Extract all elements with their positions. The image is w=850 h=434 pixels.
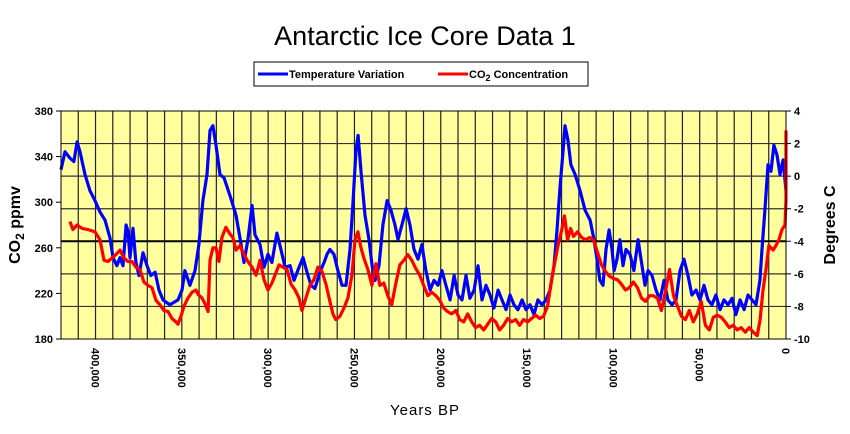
legend-label-co2-suffix: Concentration [491, 69, 569, 81]
y-right-tick-label: -2 [794, 204, 804, 216]
x-tick-label: 400,000 [89, 348, 101, 388]
y-left-axis-title: CO2 ppmv [7, 186, 27, 264]
y-right-tick-label: -4 [794, 236, 805, 248]
grid [61, 111, 786, 339]
x-tick-label: 350,000 [175, 348, 187, 388]
x-axis-title: Years BP [390, 402, 460, 419]
x-tick-label: 300,000 [261, 348, 273, 388]
legend-label-temperature: Temperature Variation [289, 69, 405, 81]
y-left-tick-label: 180 [35, 334, 53, 346]
chart-title: Antarctic Ice Core Data 1 [274, 21, 576, 51]
y-right-axis-title: Degrees C [822, 185, 839, 265]
x-tick-label: 150,000 [520, 348, 532, 388]
x-tick-label: 50,000 [693, 348, 705, 382]
y-left-tick-label: 300 [35, 197, 53, 209]
y-right-tick-label: -10 [794, 334, 810, 346]
y-right-tick-label: 2 [794, 139, 800, 151]
legend-label-co2-sub: 2 [486, 73, 491, 83]
x-tick-label: 0 [779, 348, 791, 354]
series-line-co2 [68, 130, 788, 338]
y-right-tick-label: 4 [794, 106, 801, 118]
right-axis: 4 2 0 -2 -4 -6 -8 -10 [786, 106, 810, 346]
series-group [59, 124, 788, 338]
x-axis: 400,000 350,000 300,000 250,000 200,000 150,0… [89, 348, 791, 388]
y-left-tick-label: 220 [35, 288, 53, 300]
y-left-title-suffix: ppmv [7, 186, 24, 233]
plot-border [60, 110, 787, 340]
legend-box [253, 61, 589, 87]
y-right-tick-label: -6 [794, 269, 804, 281]
x-tick-label: 200,000 [434, 348, 446, 388]
left-axis: 380 340 300 260 220 180 [35, 106, 61, 346]
x-tick-label: 250,000 [347, 348, 359, 388]
y-left-tick-label: 340 [35, 152, 53, 164]
y-right-tick-label: -8 [794, 301, 804, 313]
x-tick-label: 100,000 [606, 348, 618, 388]
y-right-tick-label: 0 [794, 171, 800, 183]
y-left-tick-label: 260 [35, 243, 53, 255]
y-left-tick-label: 380 [35, 106, 53, 118]
series-line-temperature [59, 124, 788, 317]
legend: Temperature Variation CO2 Concentration [253, 61, 589, 87]
y-left-title-main: CO [7, 240, 24, 264]
legend-label-co2: CO2 Concentration [469, 69, 568, 83]
y-left-title-sub: 2 [13, 233, 27, 240]
legend-label-co2-main: CO [469, 69, 486, 81]
